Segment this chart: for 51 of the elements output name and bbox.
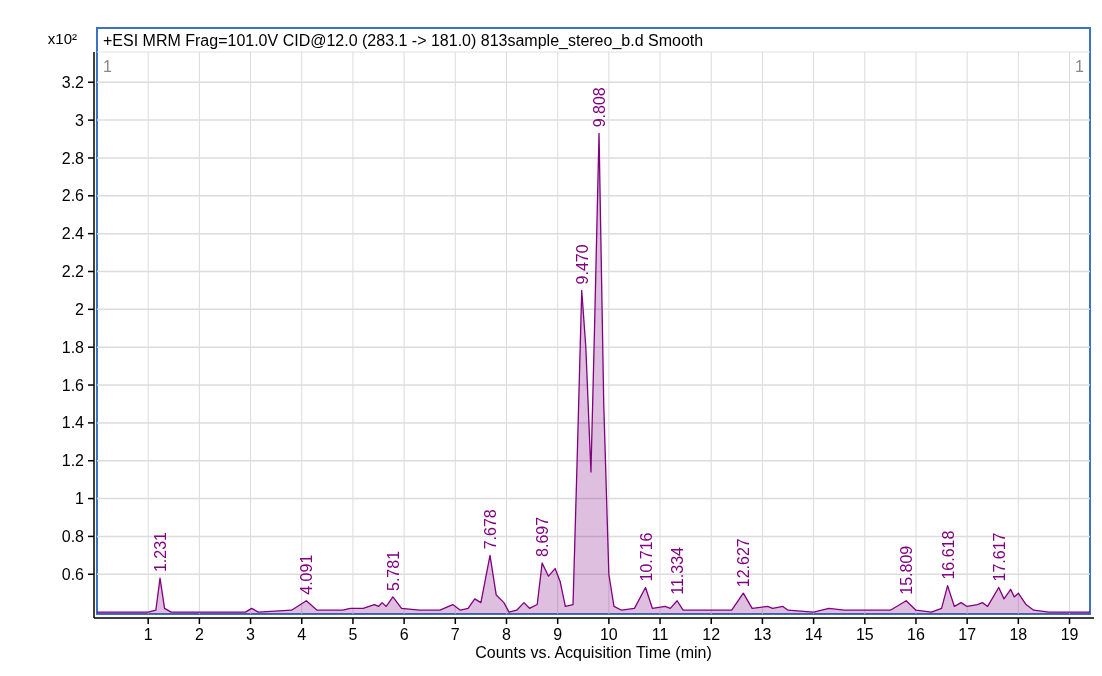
x-tick-label: 3 (246, 626, 256, 643)
annotation: 10.716 (637, 532, 655, 582)
annotation: 12.627 (735, 538, 753, 588)
x-tick-label: 18 (1009, 626, 1028, 643)
annotation: 1.231 (152, 531, 170, 573)
x-tick-label: 2 (194, 626, 204, 643)
annotation: 4.091 (298, 554, 316, 595)
y-tick-label: 1 (75, 490, 85, 508)
y-tick-label: 3 (75, 111, 85, 129)
x-tick-label: 11 (651, 626, 669, 643)
annotation: 11.334 (669, 546, 687, 595)
y-tick-label: 2.8 (61, 149, 85, 167)
y-tick-label: 2.2 (61, 263, 85, 281)
annotation: 17.617 (990, 532, 1008, 582)
annotation: 16.618 (939, 530, 957, 580)
x-tick-label: 9 (553, 626, 563, 643)
annotation: 8.697 (534, 516, 552, 557)
annotation: 7.678 (482, 509, 499, 550)
x-tick-label: 14 (804, 626, 823, 643)
x-tick-label: 7 (450, 626, 460, 643)
x-tick-label: 17 (958, 626, 977, 643)
y-tick-label: 2 (75, 300, 85, 318)
x-tick-label: 16 (907, 626, 925, 643)
x-tick-label: 15 (855, 626, 874, 643)
x-tick-label: 12 (702, 626, 721, 643)
annotation: 15.809 (898, 545, 916, 595)
y-tick-label: 1.6 (61, 376, 85, 394)
annotation: 9.470 (573, 244, 591, 285)
y-tick-label: 1.4 (61, 414, 85, 432)
x-tick-label: 1 (143, 626, 153, 643)
y-tick-label: 1.2 (61, 452, 85, 470)
x-tick-label: 4 (297, 626, 307, 643)
annotation: 1 (1075, 58, 1085, 75)
y-tick-label: 0.8 (61, 528, 85, 546)
y-tick-label: 3.2 (61, 73, 85, 91)
x-tick-label: 8 (502, 626, 512, 643)
x-tick-label: 19 (1060, 626, 1079, 643)
annotation: 9.808 (591, 87, 609, 128)
x-tick-label: 6 (399, 626, 409, 643)
y-tick-label: 2.6 (61, 187, 85, 205)
x-tick-label: 5 (348, 626, 358, 643)
annotation: 1 (103, 58, 112, 75)
y-tick-label: 0.6 (61, 565, 85, 583)
x-tick-label: 10 (599, 626, 618, 643)
annotation: 5.781 (384, 550, 402, 591)
y-tick-label: 1.8 (61, 338, 85, 356)
y-tick-label: 2.4 (61, 225, 85, 243)
chart-title: +ESI MRM Frag=101.0V CID@12.0 (283.1 -> 181.0) 813sample_stereo_b.d Smooth (103, 32, 704, 50)
x-axis-title: Counts vs. Acquisition Time (min) (475, 644, 712, 661)
y-axis-title: x10² (47, 30, 77, 47)
x-tick-label: 13 (753, 626, 772, 643)
